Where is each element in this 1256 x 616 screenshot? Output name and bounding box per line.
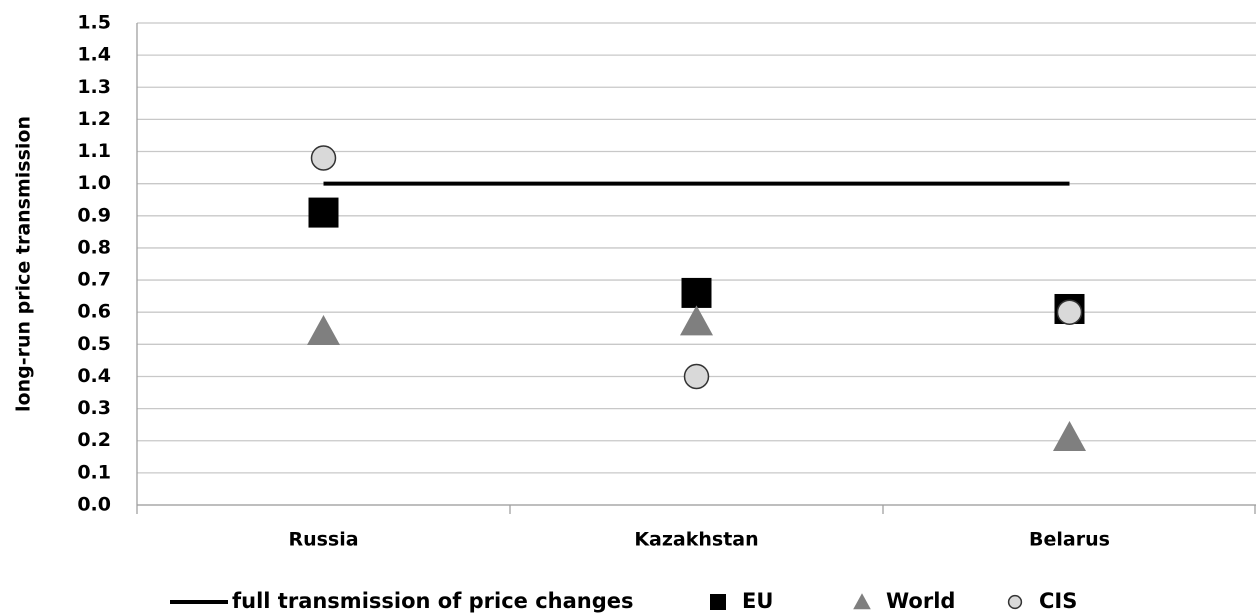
legend-label: CIS (1039, 589, 1077, 613)
y-tick-label: 1.1 (77, 140, 111, 162)
y-axis-title: long-run price transmission (13, 116, 35, 412)
y-tick-label: 0.8 (77, 236, 111, 258)
x-tick-label: Kazakhstan (634, 529, 758, 551)
y-tick-label: 1.2 (77, 108, 111, 130)
legend-label: World (886, 589, 955, 613)
legend-label: full transmission of price changes (232, 589, 634, 613)
y-tick-label: 0.3 (77, 397, 111, 419)
marker-triangle (680, 305, 713, 336)
marker-square (308, 197, 339, 228)
y-tick-label: 0.7 (77, 269, 111, 291)
y-tick-label: 0.1 (77, 461, 111, 483)
marker-triangle (307, 314, 340, 345)
y-tick-label: 1.4 (77, 44, 111, 66)
y-tick-label: 0.2 (77, 429, 111, 451)
legend-label: EU (742, 589, 773, 613)
marker-circle (1056, 299, 1083, 325)
y-tick-label: 1.5 (77, 12, 111, 34)
y-tick-label: 0.5 (77, 333, 111, 355)
x-tick-label: Russia (288, 529, 358, 551)
y-tick-label: 0.0 (77, 494, 111, 516)
marker-circle (1007, 594, 1023, 610)
y-tick-label: 0.9 (77, 204, 111, 226)
y-tick-label: 1.0 (77, 172, 111, 194)
y-tick-label: 0.6 (77, 301, 111, 323)
marker-circle (683, 363, 710, 390)
marker-circle (310, 145, 337, 171)
x-tick-label: Belarus (1029, 529, 1110, 551)
marker-triangle (1053, 421, 1086, 452)
marker-square (710, 594, 726, 610)
marker-square (681, 277, 712, 308)
y-tick-label: 0.4 (77, 365, 111, 387)
y-tick-label: 1.3 (77, 76, 111, 98)
marker-triangle (853, 593, 871, 610)
